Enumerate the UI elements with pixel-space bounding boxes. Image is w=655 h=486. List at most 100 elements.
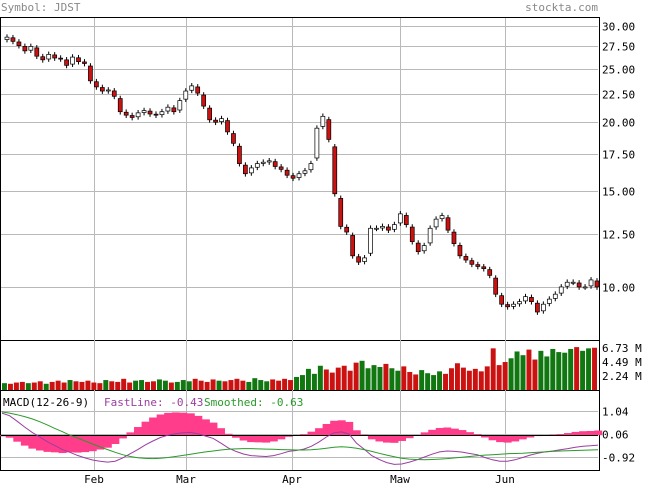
macd-histogram-bar bbox=[352, 430, 361, 436]
macd-histogram-bar bbox=[149, 417, 158, 436]
candle-body bbox=[105, 89, 111, 92]
candle-body bbox=[469, 260, 475, 265]
volume-bar bbox=[294, 376, 299, 390]
volume-bar bbox=[228, 380, 234, 390]
candle-body bbox=[195, 86, 201, 94]
x-tick-label: Feb bbox=[84, 473, 104, 486]
macd-histogram-bar bbox=[73, 435, 82, 453]
volume-bar bbox=[31, 382, 37, 390]
macd-histogram-bar bbox=[375, 435, 384, 442]
price-tick-label: 20.00 bbox=[602, 117, 635, 130]
macd-histogram-bar bbox=[322, 424, 331, 436]
candle-body bbox=[22, 46, 28, 52]
candle-body bbox=[129, 115, 135, 118]
candle-body bbox=[523, 296, 528, 302]
volume-bar bbox=[198, 380, 204, 390]
volume-bar bbox=[377, 367, 383, 390]
volume-bar bbox=[37, 381, 43, 390]
candle-body bbox=[165, 106, 171, 112]
candle-body bbox=[219, 118, 224, 122]
volume-bar bbox=[484, 366, 490, 390]
macd-histogram-bar bbox=[13, 435, 22, 442]
volume-bar bbox=[449, 368, 454, 390]
macd-histogram-bar bbox=[156, 414, 165, 436]
candle-body bbox=[308, 163, 314, 171]
volume-bar bbox=[538, 350, 544, 390]
macd-histogram-bar bbox=[594, 430, 603, 436]
macd-smoothed-line bbox=[1, 411, 599, 461]
volume-bar bbox=[556, 352, 562, 390]
volume-bar bbox=[97, 383, 103, 390]
volume-bar bbox=[550, 348, 556, 390]
price-tick-label: 15.00 bbox=[602, 186, 635, 199]
candle-body bbox=[511, 303, 516, 307]
volume-bar bbox=[407, 371, 413, 390]
candle-body bbox=[380, 226, 385, 229]
volume-bar bbox=[317, 365, 323, 390]
volume-bar bbox=[264, 381, 270, 390]
candle-body bbox=[594, 280, 600, 288]
candle-body bbox=[564, 281, 570, 287]
candle-body bbox=[40, 56, 46, 61]
candle-body bbox=[171, 107, 177, 113]
volume-tick-label: 6.73 M bbox=[602, 342, 642, 355]
candle-body bbox=[409, 226, 415, 242]
volume-bar bbox=[156, 379, 162, 390]
candle-body bbox=[541, 303, 546, 312]
candle-body bbox=[254, 163, 260, 168]
volume-bar bbox=[174, 381, 180, 390]
candle-body bbox=[225, 120, 230, 133]
macd-histogram-bar bbox=[224, 433, 233, 436]
candle-body bbox=[350, 235, 356, 257]
macd-histogram-bar bbox=[179, 412, 188, 436]
macd-histogram-bar bbox=[465, 432, 474, 436]
macd-histogram-bar bbox=[141, 421, 150, 436]
volume-bar bbox=[329, 372, 335, 390]
volume-bar bbox=[109, 381, 115, 390]
candle-body bbox=[439, 215, 445, 219]
candle-body bbox=[272, 161, 278, 167]
macd-histogram-bar bbox=[458, 430, 467, 436]
volume-bar bbox=[419, 370, 425, 390]
macd-histogram-bar bbox=[488, 435, 497, 441]
candle-body bbox=[582, 286, 588, 289]
macd-histogram-bar bbox=[20, 435, 29, 446]
candle-body bbox=[153, 113, 159, 116]
candle-body bbox=[302, 170, 308, 174]
volume-bar bbox=[311, 373, 317, 390]
volume-bar bbox=[395, 370, 401, 390]
volume-bar bbox=[13, 382, 19, 390]
volume-bar bbox=[592, 347, 597, 390]
volume-bar bbox=[43, 383, 49, 390]
macd-histogram-bar bbox=[43, 435, 52, 452]
macd-histogram-bar bbox=[232, 435, 241, 438]
volume-bar bbox=[490, 348, 496, 390]
volume-bar bbox=[180, 380, 186, 390]
macd-histogram-bar bbox=[443, 427, 452, 436]
volume-bar bbox=[562, 352, 568, 390]
macd-tick-label: 0.06 bbox=[602, 429, 629, 442]
candle-body bbox=[362, 257, 367, 262]
candle-body bbox=[475, 264, 481, 267]
volume-bar bbox=[580, 350, 586, 390]
volume-bar bbox=[192, 378, 198, 390]
candle-body bbox=[326, 119, 332, 140]
macd-histogram-bar bbox=[51, 435, 59, 453]
volume-bar bbox=[514, 351, 520, 390]
volume-bar bbox=[323, 369, 329, 390]
candle-body bbox=[397, 213, 403, 224]
candle-body bbox=[64, 59, 69, 66]
candle-body bbox=[147, 110, 153, 115]
macd-histogram-bar bbox=[134, 427, 142, 436]
candle-body bbox=[427, 227, 433, 244]
site-label: stockta.com bbox=[525, 1, 598, 14]
candle-body bbox=[58, 57, 63, 60]
macd-histogram-bar bbox=[5, 435, 14, 438]
macd-histogram-bar bbox=[360, 434, 369, 436]
candle-body bbox=[117, 98, 123, 113]
candle-body bbox=[421, 245, 427, 252]
volume-bar bbox=[127, 382, 133, 390]
candle-body bbox=[284, 169, 290, 176]
volume-bar bbox=[246, 381, 252, 390]
macd-histogram-bar bbox=[209, 422, 218, 436]
